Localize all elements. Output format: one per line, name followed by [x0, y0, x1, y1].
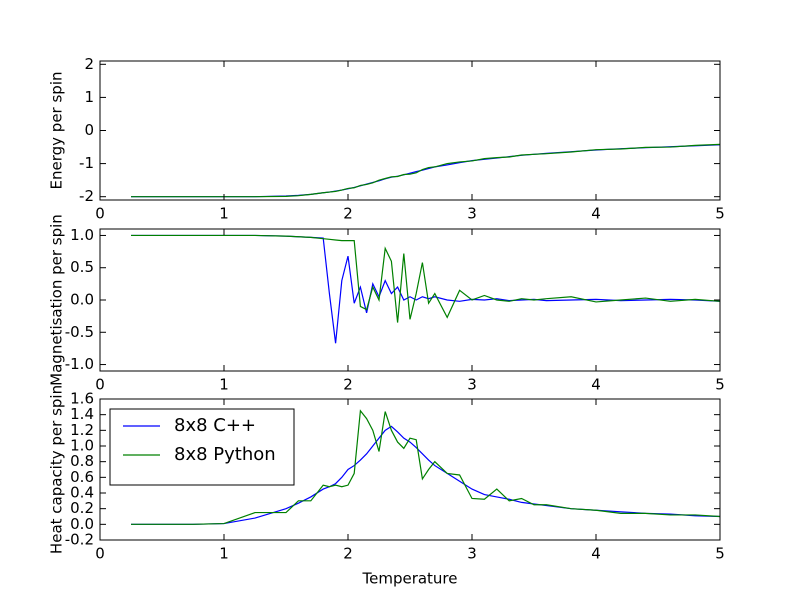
- y-axis-label: Heat capacity per spin: [48, 385, 66, 554]
- data-line: [131, 409, 721, 525]
- y-tick-label: 0.5: [70, 258, 94, 276]
- y-tick-label: 1.0: [70, 437, 94, 455]
- y-tick-label: -0.5: [65, 323, 94, 341]
- axes-frame: [99, 398, 721, 541]
- y-tick-label: -0.2: [65, 531, 94, 549]
- data-line: [131, 144, 721, 198]
- y-tick-label: 0.6: [70, 468, 94, 486]
- data-line: [131, 234, 721, 344]
- data-line: [131, 425, 721, 525]
- y-tick-label: 0.8: [70, 452, 94, 470]
- x-tick-label: 2: [343, 376, 353, 394]
- x-tick-label: 3: [467, 545, 477, 563]
- data-line: [131, 143, 721, 198]
- x-tick-label: 2: [343, 545, 353, 563]
- x-tick-label: 0: [95, 205, 105, 223]
- x-tick-label: 1: [219, 545, 229, 563]
- y-tick-label: 1.0: [70, 226, 94, 244]
- legend-label: 8x8 C++: [174, 415, 256, 436]
- y-axis-label: Magnetisation per spin: [48, 214, 66, 386]
- x-tick-label: 1: [219, 376, 229, 394]
- x-tick-label: 0: [95, 545, 105, 563]
- x-tick-label: 4: [591, 205, 601, 223]
- y-tick-label: 1.4: [70, 405, 94, 423]
- x-tick-label: 4: [591, 545, 601, 563]
- x-tick-label: 1: [219, 205, 229, 223]
- axes-frame: [99, 60, 721, 201]
- x-tick-label: 5: [715, 545, 725, 563]
- y-tick-label: 1.6: [70, 390, 94, 408]
- x-tick-label: 3: [467, 376, 477, 394]
- x-tick-label: 2: [343, 205, 353, 223]
- x-tick-label: 5: [715, 376, 725, 394]
- x-tick-label: 0: [95, 376, 105, 394]
- y-tick-label: -1: [79, 154, 94, 172]
- y-tick-label: 0.0: [70, 515, 94, 533]
- legend-label: 8x8 Python: [174, 444, 276, 465]
- data-line: [131, 234, 721, 323]
- legend-box: [109, 408, 295, 486]
- y-tick-label: -2: [79, 187, 94, 205]
- y-tick-label: 0.4: [70, 484, 94, 502]
- y-axis-label: Energy per spin: [48, 72, 66, 190]
- y-tick-label: 1.2: [70, 421, 94, 439]
- x-axis-label: Temperature: [361, 570, 457, 588]
- y-tick-label: 1: [84, 88, 94, 106]
- x-tick-label: 5: [715, 205, 725, 223]
- y-tick-label: 2: [84, 55, 94, 73]
- y-tick-label: 0.0: [70, 291, 94, 309]
- x-tick-label: 4: [591, 376, 601, 394]
- x-tick-label: 3: [467, 205, 477, 223]
- y-tick-label: -1.0: [65, 355, 94, 373]
- y-tick-label: 0.2: [70, 499, 94, 517]
- y-tick-label: 0: [84, 121, 94, 139]
